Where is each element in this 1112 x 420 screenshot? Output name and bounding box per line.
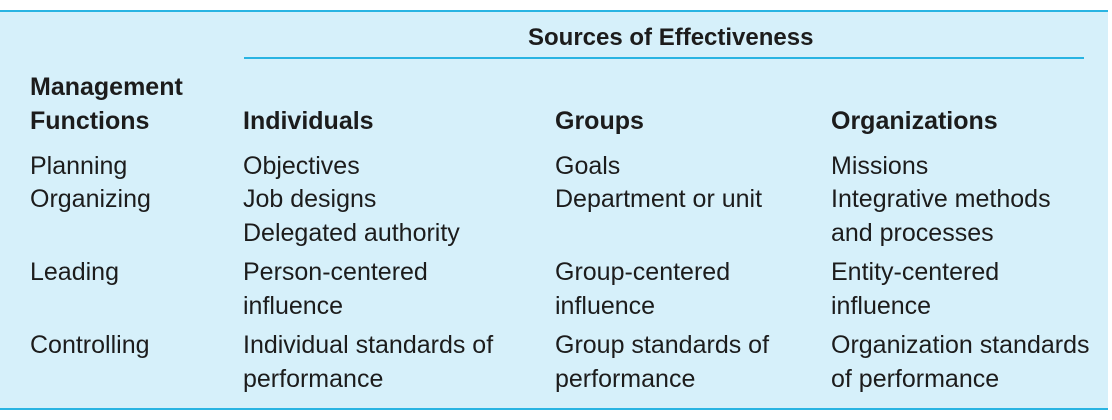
cell-line: influence (831, 292, 932, 320)
cell-line: Job designs (243, 185, 377, 213)
row-controlling-function: Controlling (30, 331, 150, 359)
row-organizing-individuals: Job designs Delegated authority (243, 182, 460, 250)
cell-line: Integrative methods (831, 185, 1051, 213)
cell-line: Person-centered (243, 258, 428, 286)
row-organizing-organizations: Integrative methods and processes (831, 182, 1051, 250)
cell-line: of performance (831, 365, 1000, 393)
row-controlling-individuals: Individual standards of performance (243, 328, 493, 396)
row-planning-function: Planning (30, 152, 128, 180)
cell-line: Goals (555, 152, 621, 180)
header-organizations: Organizations (831, 107, 998, 135)
row-planning-individuals: Objectives (243, 149, 360, 183)
cell-line: Individual standards of (243, 331, 494, 359)
cell-line: Group-centered (555, 258, 731, 286)
cell-line: performance (243, 365, 384, 393)
row-leading-groups: Group-centered influence (555, 255, 730, 323)
header-functions-line2: Functions (30, 107, 150, 135)
cell-line: Group standards of (555, 331, 770, 359)
header-management-functions: Management Functions (30, 70, 183, 138)
header-groups: Groups (555, 107, 644, 135)
cell-line: Objectives (243, 152, 360, 180)
cell-line: Missions (831, 152, 929, 180)
row-leading-function: Leading (30, 258, 119, 286)
cell-line: Entity-centered (831, 258, 1000, 286)
header-individuals: Individuals (243, 107, 374, 135)
cell-line: influence (555, 292, 656, 320)
cell-line: Department or unit (555, 185, 763, 213)
row-organizing-groups: Department or unit (555, 182, 762, 216)
table-supertitle: Sources of Effectiveness (528, 24, 814, 51)
table-panel (0, 10, 1108, 410)
cell-line: influence (243, 292, 344, 320)
cell-line: performance (555, 365, 696, 393)
supertitle-rule (244, 57, 1084, 59)
row-leading-organizations: Entity-centered influence (831, 255, 999, 323)
cell-line: Delegated authority (243, 219, 460, 247)
header-functions-line1: Management (30, 73, 183, 101)
row-planning-groups: Goals (555, 149, 620, 183)
row-organizing-function: Organizing (30, 185, 151, 213)
row-controlling-groups: Group standards of performance (555, 328, 769, 396)
row-planning-organizations: Missions (831, 149, 928, 183)
cell-line: and processes (831, 219, 994, 247)
row-controlling-organizations: Organization standards of performance (831, 328, 1089, 396)
cell-line: Organization standards (831, 331, 1090, 359)
row-leading-individuals: Person-centered influence (243, 255, 428, 323)
